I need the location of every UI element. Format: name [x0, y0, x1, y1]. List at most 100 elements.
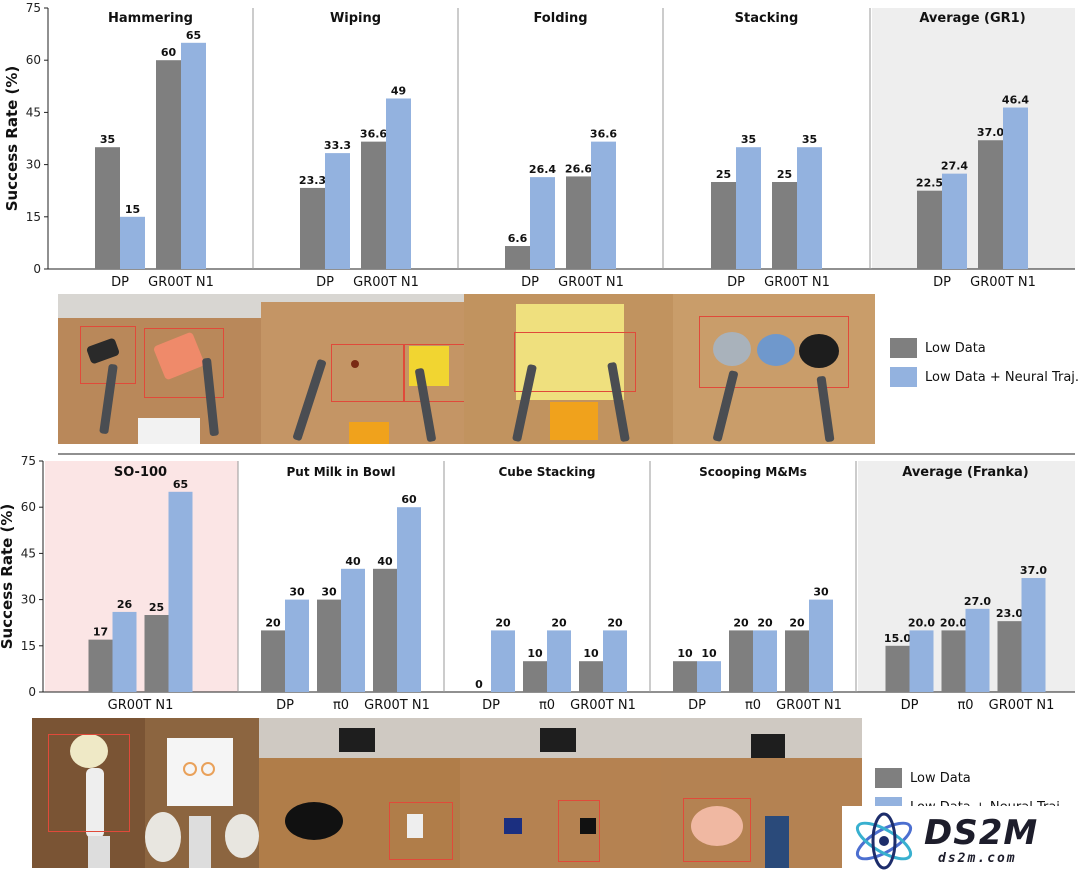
bar-value-label: 0 — [475, 678, 483, 691]
bar-value-label: 23.0 — [996, 607, 1023, 620]
bar-value-label: 20.0 — [908, 616, 935, 629]
legend-label-low-data: Low Data — [925, 340, 986, 356]
bar-value-label: 40 — [345, 555, 361, 568]
legend-swatch-low-data-bottom — [875, 768, 902, 788]
bar-low-data — [361, 141, 386, 269]
bar-neural-traj — [603, 630, 627, 692]
wiping-photo — [261, 294, 464, 444]
bar-low-data — [917, 190, 942, 269]
bar-value-label: 15.0 — [884, 632, 911, 645]
x-tick-label: DP — [276, 698, 294, 713]
panel-title: Put Milk in Bowl — [286, 465, 395, 479]
bar-value-label: 60 — [161, 46, 177, 59]
bar-value-label: 20 — [757, 616, 773, 629]
bar-value-label: 60 — [401, 493, 417, 506]
bar-low-data — [317, 599, 341, 692]
bar-value-label: 26.6 — [565, 162, 592, 175]
bar-value-label: 30 — [289, 586, 305, 599]
x-tick-label: GR00T N1 — [989, 698, 1055, 713]
bar-value-label: 22.5 — [916, 177, 943, 190]
bar-value-label: 10 — [583, 647, 599, 660]
bar-value-label: 10 — [677, 647, 693, 660]
bar-neural-traj — [1021, 578, 1046, 692]
panel-title: Stacking — [735, 11, 799, 26]
watermark-name: DS2M — [924, 813, 1039, 853]
bar-value-label: 35 — [100, 133, 115, 146]
bar-neural-traj — [341, 568, 365, 692]
bar-neural-traj — [285, 599, 309, 692]
bar-value-label: 23.3 — [299, 174, 326, 187]
bar-neural-traj — [909, 630, 934, 692]
bar-neural-traj — [120, 216, 145, 269]
panel-scooping-m-ms: Scooping M&Ms DP π0 GR00T N1 10 10 20 20 20 30 — [649, 461, 842, 713]
panel-average-franka-: Average (Franka) DP π0 GR00T N1 15.0 20.0 20.0… — [855, 461, 1055, 713]
bar-low-data — [885, 645, 910, 692]
panel-background — [872, 8, 1075, 269]
x-tick-label: GR00T N1 — [764, 275, 830, 290]
bar-value-label: 6.6 — [508, 232, 528, 245]
bar-value-label: 15 — [125, 203, 140, 216]
legend-low-data-bottom: Low Data — [875, 768, 971, 788]
bar-value-label: 20 — [265, 616, 281, 629]
bar-neural-traj — [491, 630, 515, 692]
panel-title: SO-100 — [114, 465, 167, 480]
bar-neural-traj — [547, 630, 571, 692]
bar-value-label: 30 — [813, 586, 829, 599]
panel-average-gr1-: Average (GR1) DP GR00T N1 22.5 27.4 37.0 46.4 — [869, 8, 1036, 290]
scooping-photo — [661, 718, 862, 868]
x-tick-label: DP — [727, 275, 745, 290]
x-tick-label: GR00T N1 — [776, 698, 842, 713]
x-tick-label: GR00T N1 — [364, 698, 430, 713]
bar-neural-traj — [1003, 107, 1028, 269]
y-tick-label: 45 — [26, 105, 41, 119]
legend-low-data: Low Data — [890, 338, 986, 358]
x-tick-label: DP — [521, 275, 539, 290]
bar-value-label: 30 — [321, 586, 337, 599]
x-tick-label: DP — [933, 275, 951, 290]
bar-neural-traj — [181, 42, 206, 269]
panel-folding: Folding DP GR00T N1 6.6 26.4 26.6 36.6 — [457, 8, 624, 290]
bar-value-label: 25 — [149, 601, 164, 614]
bar-low-data — [95, 147, 120, 269]
bar-low-data — [261, 630, 285, 692]
y-tick-label: 30 — [26, 158, 41, 172]
bottom-chart-row: 0 15 30 45 60 75 Success Rate (%) SO-100 GR00T N… — [0, 454, 1075, 713]
x-tick-label: π0 — [333, 698, 349, 713]
panel-wiping: Wiping DP GR00T N1 23.3 33.3 36.6 49 — [252, 8, 419, 290]
legend-swatch-low-data — [890, 338, 917, 358]
bar-low-data — [579, 661, 603, 692]
bar-neural-traj — [942, 173, 967, 269]
bar-value-label: 65 — [186, 29, 201, 42]
x-tick-label: DP — [482, 698, 500, 713]
watermark: DS2M ds2m.com — [842, 806, 1080, 875]
bar-value-label: 35 — [741, 133, 756, 146]
x-tick-label: π0 — [957, 698, 973, 713]
bar-neural-traj — [168, 491, 193, 692]
panel-title: Wiping — [330, 11, 381, 26]
bar-value-label: 36.6 — [590, 128, 617, 141]
x-tick-label: DP — [316, 275, 334, 290]
bar-value-label: 35 — [802, 133, 817, 146]
x-tick-label: GR00T N1 — [970, 275, 1036, 290]
bar-neural-traj — [809, 599, 833, 692]
bar-low-data — [978, 140, 1003, 269]
x-tick-label: GR00T N1 — [558, 275, 624, 290]
bar-value-label: 20 — [733, 616, 749, 629]
x-tick-label: DP — [688, 698, 706, 713]
bar-low-data — [711, 182, 736, 269]
y-tick-label: 75 — [26, 1, 41, 15]
bar-low-data — [729, 630, 753, 692]
bar-value-label: 20 — [789, 616, 805, 629]
bar-neural-traj — [397, 507, 421, 692]
panel-title: Average (Franka) — [902, 465, 1029, 480]
x-tick-label: π0 — [539, 698, 555, 713]
bar-value-label: 20.0 — [940, 616, 967, 629]
bar-low-data — [373, 568, 397, 692]
y-axis-label: Success Rate (%) — [0, 504, 16, 650]
bar-low-data — [144, 615, 169, 692]
x-tick-label: GR00T N1 — [108, 698, 174, 713]
bar-value-label: 37.0 — [977, 126, 1004, 139]
y-tick-label: 15 — [21, 639, 36, 653]
bar-neural-traj — [965, 608, 990, 692]
